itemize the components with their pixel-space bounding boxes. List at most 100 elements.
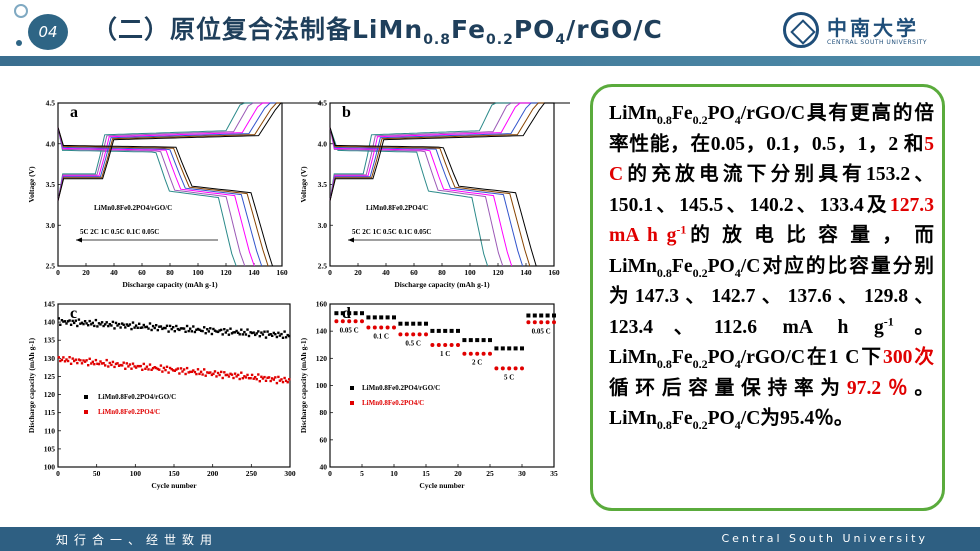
charge-curve-a: [57, 102, 287, 201]
text-segment: 循环后容量保持率为: [609, 377, 847, 399]
cycle-point-c: [235, 329, 238, 333]
y-tick-label-b: 4.5: [318, 99, 328, 108]
cycle-point-c: [133, 365, 136, 368]
cycle-point-c: [142, 362, 145, 366]
cycle-point-c: [226, 373, 229, 376]
cycle-point-c: [59, 359, 62, 363]
x-tick-label-b: 140: [520, 268, 532, 277]
cycle-point-c: [212, 327, 215, 331]
y-tick-label-c: 135: [44, 336, 56, 345]
cycle-point-c: [110, 324, 113, 327]
rate-point-d: [526, 313, 531, 318]
x-tick-label-b: 120: [492, 268, 504, 277]
panel-letter-c: c: [70, 305, 77, 322]
y-tick-label-d: 160: [316, 300, 328, 309]
rate-point-d: [372, 315, 377, 320]
cycle-point-c: [159, 325, 163, 328]
cycle-point-c: [130, 327, 133, 331]
text-segment: /rGO/C在1 C下: [740, 347, 884, 368]
charge-curve-a: [57, 102, 296, 201]
cycle-point-c: [85, 322, 88, 325]
cycle-point-c: [218, 329, 221, 332]
cycle-point-c: [281, 380, 285, 384]
cycle-point-c: [60, 319, 64, 322]
title-text: PO: [513, 15, 556, 44]
rate-point-d: [379, 315, 384, 320]
cycle-point-c: [230, 332, 234, 335]
discharge-curve-a: [57, 127, 246, 267]
legend-text-c: LiMn0.8Fe0.2PO4/C: [98, 408, 160, 416]
y-axis-label-d: Discharge capacity (mAh g-1): [299, 337, 308, 433]
rate-point-d: [481, 351, 486, 356]
cycle-point-c: [271, 377, 274, 380]
y-tick-label-c: 120: [44, 390, 56, 399]
rate-point-d: [526, 320, 531, 325]
cycle-point-c: [69, 323, 73, 326]
cycle-point-c: [269, 379, 272, 383]
y-tick-label-b: 3.5: [318, 180, 328, 189]
plot-frame-c: [57, 303, 291, 468]
y-tick-label-c: 115: [44, 408, 55, 417]
x-tick-label-a: 60: [138, 268, 146, 277]
text-segment: Fe: [671, 103, 693, 124]
cycle-point-c: [280, 378, 283, 381]
cycle-point-c: [280, 332, 283, 336]
cycle-point-c: [100, 362, 104, 365]
cycle-point-c: [179, 327, 183, 330]
text-sub: 0.2: [692, 112, 708, 127]
text-sub: 4: [734, 112, 741, 127]
x-tick-label-d: 0: [328, 469, 332, 478]
cycle-point-c: [176, 327, 180, 331]
cycle-point-c: [172, 326, 175, 329]
rate-point-d: [539, 320, 544, 325]
cycle-point-c: [127, 324, 130, 327]
x-tick-label-b: 80: [438, 268, 446, 277]
cycle-point-c: [170, 327, 173, 331]
cycle-point-c: [147, 368, 150, 371]
cycle-point-c: [213, 329, 217, 332]
cycle-point-c: [257, 330, 260, 333]
rate-point-d: [552, 320, 556, 325]
text-sub: 0.2: [692, 417, 708, 432]
cycle-point-c: [275, 381, 279, 385]
cycle-point-c: [144, 325, 147, 329]
text-segment: 的 放 电 比 容 量 ， 而 LiMn: [609, 225, 934, 277]
x-tick-label-a: 0: [56, 268, 60, 277]
cycle-point-c: [158, 325, 161, 328]
y-tick-label-d: 60: [320, 435, 328, 444]
cycle-point-c: [107, 324, 110, 328]
rate-point-d: [385, 315, 390, 320]
highlight-text: 97.2％: [846, 377, 915, 399]
cycle-point-c: [105, 321, 108, 324]
cycle-point-c: [156, 367, 159, 371]
legend-text-c: LiMn0.8Fe0.2PO4/rGO/C: [98, 393, 176, 401]
cycle-point-c: [100, 321, 104, 324]
x-tick-label-c: 50: [93, 469, 101, 478]
cycle-point-c: [136, 326, 139, 329]
x-tick-label-c: 0: [56, 469, 60, 478]
rate-point-d: [443, 343, 448, 347]
text-sub: 0.8: [656, 112, 672, 127]
cycle-point-c: [266, 376, 269, 379]
cycle-point-c: [113, 365, 116, 369]
rate-point-d: [398, 332, 403, 337]
x-axis-label-a: Discharge capacity (mAh g-1): [122, 280, 218, 289]
cycle-point-c: [104, 364, 107, 367]
cycle-point-c: [286, 381, 289, 384]
cycle-point-c: [93, 363, 96, 366]
cycle-point-c: [162, 326, 166, 330]
cycle-point-c: [182, 368, 186, 371]
cycle-point-c: [150, 368, 153, 371]
cycle-point-c: [73, 359, 76, 363]
rate-point-d: [500, 346, 505, 351]
cycle-point-c: [224, 373, 227, 377]
x-tick-label-a: 20: [82, 268, 90, 277]
panel-letter-b: b: [342, 104, 351, 121]
text-sub: 0.8: [656, 417, 672, 432]
university-name-cn: 中南大学: [827, 16, 919, 40]
cycle-point-c: [212, 372, 215, 375]
rate-point-d: [520, 366, 524, 371]
charge-curve-b: [329, 102, 587, 201]
cycle-point-c: [288, 378, 291, 381]
cycle-point-c: [190, 330, 193, 333]
